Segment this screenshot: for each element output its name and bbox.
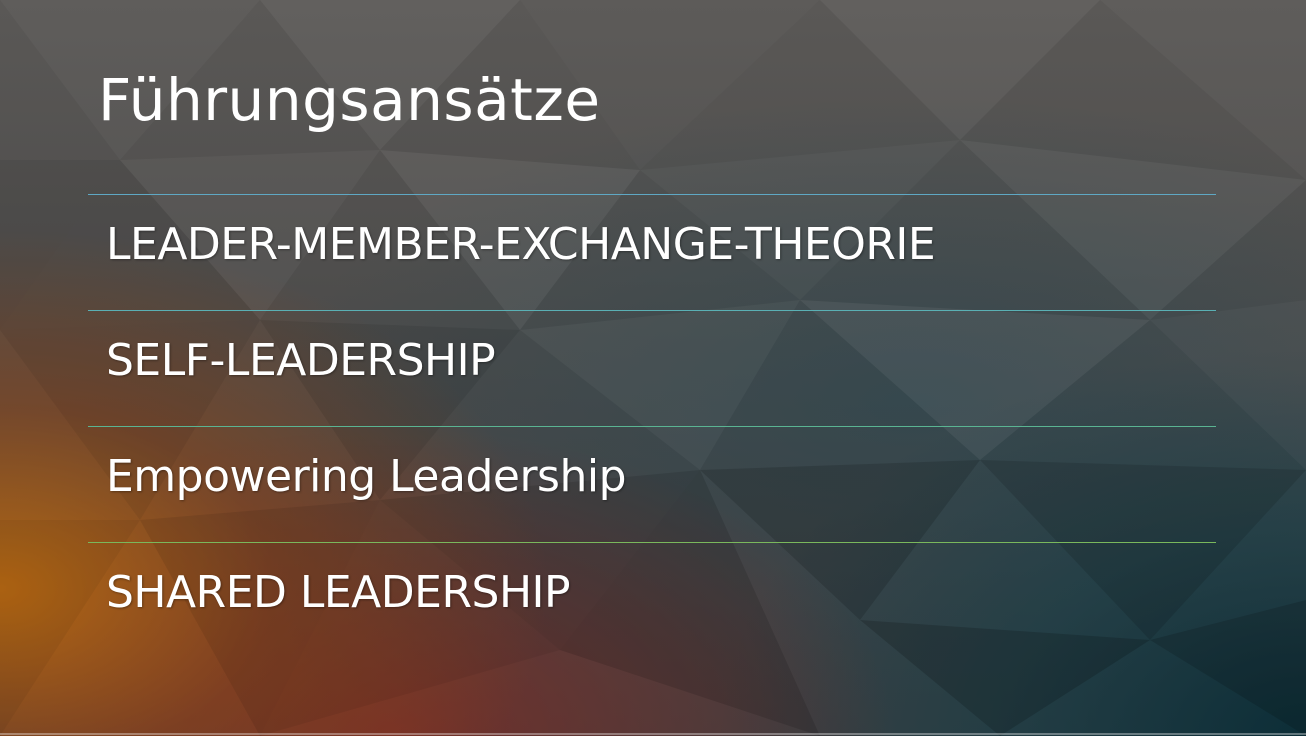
leadership-approaches-list: LEADER-MEMBER-EXCHANGE-THEORIE SELF-LEAD… xyxy=(88,194,1216,658)
list-item: SHARED LEADERSHIP xyxy=(88,542,1216,658)
list-item: LEADER-MEMBER-EXCHANGE-THEORIE xyxy=(88,194,1216,310)
list-item: SELF-LEADERSHIP xyxy=(88,310,1216,426)
list-item-label: SHARED LEADERSHIP xyxy=(106,567,571,618)
slide-bottom-edge xyxy=(0,733,1306,735)
list-item-label: LEADER-MEMBER-EXCHANGE-THEORIE xyxy=(106,219,936,270)
list-item: Empowering Leadership xyxy=(88,426,1216,542)
list-item-label: Empowering Leadership xyxy=(106,451,627,502)
list-item-label: SELF-LEADERSHIP xyxy=(106,335,496,386)
slide-title: Führungsansätze xyxy=(98,66,601,134)
